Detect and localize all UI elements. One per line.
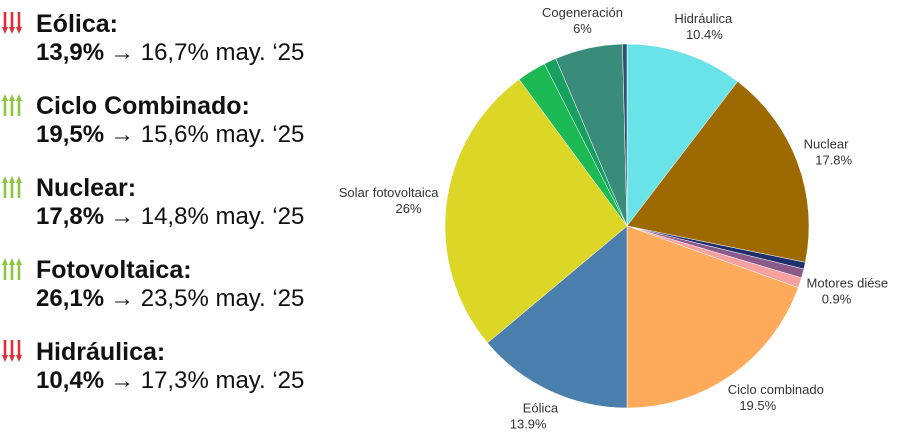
- current-share: 17,8%: [36, 203, 104, 230]
- arrow: [2, 12, 8, 34]
- arrow: [16, 12, 22, 34]
- current-share: 19,5%: [36, 121, 104, 148]
- arrow: [9, 12, 15, 34]
- trend-icon: [2, 340, 22, 362]
- arrow: [9, 94, 15, 116]
- pie-slice: [626, 43, 738, 227]
- trend-name: Fotovoltaica:: [36, 256, 192, 284]
- slice-value-label: 10.4%: [686, 27, 723, 42]
- slice-label: Solar fotovoltaica: [339, 185, 439, 200]
- current-share: 26,1%: [36, 285, 104, 312]
- pie-slice: [444, 79, 628, 344]
- arrow: [9, 258, 15, 280]
- current-share: 10,4%: [36, 367, 104, 394]
- trend-values: 19,5% → 15,6% may. ‘25: [36, 121, 304, 148]
- slice-value-label: 26%: [395, 201, 421, 216]
- trend-name: Eólica:: [36, 10, 118, 38]
- pie-slice: [626, 225, 799, 409]
- slice-label: Hidráulica: [674, 11, 733, 26]
- slice-value-label: 13.9%: [510, 416, 547, 431]
- arrow: [16, 258, 22, 280]
- trend-icon: [2, 258, 22, 280]
- trend-icon: [2, 12, 22, 34]
- slice-label: Nuclear: [804, 136, 849, 151]
- trend-values: 26,1% → 23,5% may. ‘25: [36, 285, 304, 312]
- pie-slice: [487, 225, 628, 409]
- share-change: → 16,7% may. ‘25: [110, 39, 304, 66]
- trend-values: 10,4% → 17,3% may. ‘25: [36, 367, 304, 394]
- arrow: [16, 94, 22, 116]
- slice-value-label: 17.8%: [815, 152, 852, 167]
- slice-value-label: 6%: [573, 21, 592, 36]
- trend-name: Nuclear:: [36, 174, 136, 202]
- arrow: [16, 340, 22, 362]
- slice-label: Eólica: [523, 400, 559, 415]
- trend-icon: [2, 94, 22, 116]
- share-change: → 17,3% may. ‘25: [110, 367, 304, 394]
- arrow: [2, 258, 8, 280]
- slice-value-label: 0.9%: [822, 292, 852, 307]
- trend-values: 13,9% → 16,7% may. ‘25: [36, 39, 304, 66]
- slice-label: Motores diése: [807, 276, 889, 291]
- arrow: [2, 94, 8, 116]
- trend-icon: [2, 176, 22, 198]
- share-change: → 23,5% may. ‘25: [110, 285, 304, 312]
- slice-label: Cogeneración: [542, 5, 623, 20]
- trend-values: 17,8% → 14,8% may. ‘25: [36, 203, 304, 230]
- share-change: → 14,8% may. ‘25: [110, 203, 304, 230]
- trend-name: Hidráulica:: [36, 338, 165, 366]
- current-share: 13,9%: [36, 39, 104, 66]
- slice-label: Ciclo combinado: [728, 382, 824, 397]
- slice-value-label: 19.5%: [739, 398, 776, 413]
- arrow: [2, 176, 8, 198]
- arrow: [2, 340, 8, 362]
- trend-name: Ciclo Combinado:: [36, 92, 250, 120]
- pie-slice: [626, 81, 810, 263]
- share-change: → 15,6% may. ‘25: [110, 121, 304, 148]
- arrow: [16, 176, 22, 198]
- arrow: [9, 176, 15, 198]
- pie-slice: [622, 43, 628, 227]
- arrow: [9, 340, 15, 362]
